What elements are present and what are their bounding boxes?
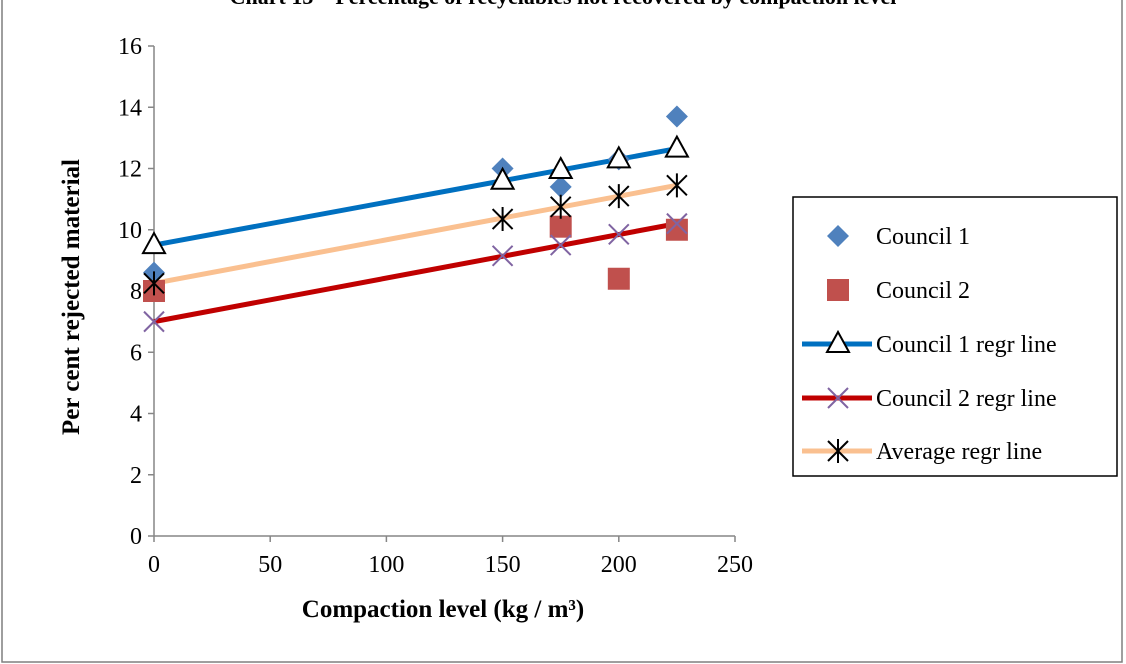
series-line-group — [153, 221, 678, 325]
data-point — [143, 310, 165, 333]
data-point — [607, 267, 630, 290]
data-point — [666, 173, 688, 198]
data-point — [549, 194, 572, 219]
legend-swatch-marker — [825, 329, 851, 353]
data-point — [491, 245, 514, 267]
legend-label: Council 1 regr line — [876, 332, 1057, 358]
x-tick-label: 250 — [717, 552, 753, 578]
regression-line — [153, 182, 678, 286]
data-point — [608, 223, 630, 246]
data-point — [489, 166, 516, 190]
data-point — [608, 184, 630, 209]
y-tick-label: 6 — [130, 340, 142, 366]
legend-entry: Council 2 — [827, 278, 970, 304]
data-point — [549, 175, 572, 198]
x-axis-ticks: 0 50 100 150 200 250 — [148, 536, 753, 578]
legend-label: Council 2 regr line — [876, 386, 1057, 412]
legend-swatch-marker — [827, 279, 849, 301]
legend-box — [792, 196, 1118, 477]
x-tick-label: 150 — [485, 552, 521, 578]
series-line-group — [153, 182, 678, 286]
series-points-group — [143, 215, 688, 302]
legend: Council 1 Council 2 Council 1 regr line Cou… — [792, 196, 1118, 477]
data-point — [549, 234, 572, 256]
series-layer — [141, 105, 690, 333]
x-axis-title: Compaction level (kg / m³) — [302, 596, 584, 623]
legend-label: Council 2 — [876, 278, 970, 304]
series-markers-group — [141, 134, 690, 255]
series-markers-group — [143, 173, 688, 296]
legend-entry: Average regr line — [802, 439, 1042, 465]
x-tick-label: 0 — [148, 552, 160, 578]
legend-entry: Council 2 regr line — [802, 386, 1057, 412]
legend-swatch-marker — [827, 439, 849, 463]
data-point — [665, 105, 688, 128]
y-tick-label: 16 — [118, 34, 142, 60]
data-point — [606, 145, 632, 169]
legend-entry: Council 1 — [827, 224, 970, 250]
x-tick-label: 50 — [258, 552, 282, 578]
y-axis-ticks: 0 2 4 6 8 10 12 14 16 — [118, 34, 154, 550]
y-tick-label: 0 — [130, 524, 142, 550]
series-markers-group — [143, 212, 688, 333]
y-tick-label: 10 — [118, 218, 142, 244]
regression-line — [153, 221, 678, 325]
data-point — [549, 215, 572, 238]
legend-swatch-marker — [827, 387, 849, 409]
data-point — [665, 218, 688, 241]
data-point — [141, 230, 167, 255]
y-tick-label: 14 — [118, 95, 142, 121]
data-point — [143, 271, 165, 296]
x-tick-label: 100 — [368, 552, 404, 578]
y-tick-label: 12 — [118, 157, 142, 183]
legend-swatch-marker — [827, 225, 849, 247]
data-point — [664, 134, 690, 158]
x-tick-label: 200 — [601, 552, 637, 578]
series-line-group — [153, 146, 678, 248]
data-point — [666, 212, 688, 235]
legend-entry: Council 1 regr line — [802, 329, 1057, 358]
legend-label: Council 1 — [876, 224, 970, 250]
regression-line — [153, 146, 678, 248]
y-axis-title: Per cent rejected material — [58, 159, 85, 435]
y-tick-label: 4 — [130, 402, 142, 428]
data-point — [491, 207, 514, 232]
chart-title: Chart 13 – Percentage of recyclables not… — [230, 0, 897, 9]
data-point — [548, 155, 574, 180]
y-tick-label: 2 — [130, 463, 142, 489]
y-tick-label: 8 — [130, 279, 142, 305]
legend-label: Average regr line — [876, 439, 1042, 465]
